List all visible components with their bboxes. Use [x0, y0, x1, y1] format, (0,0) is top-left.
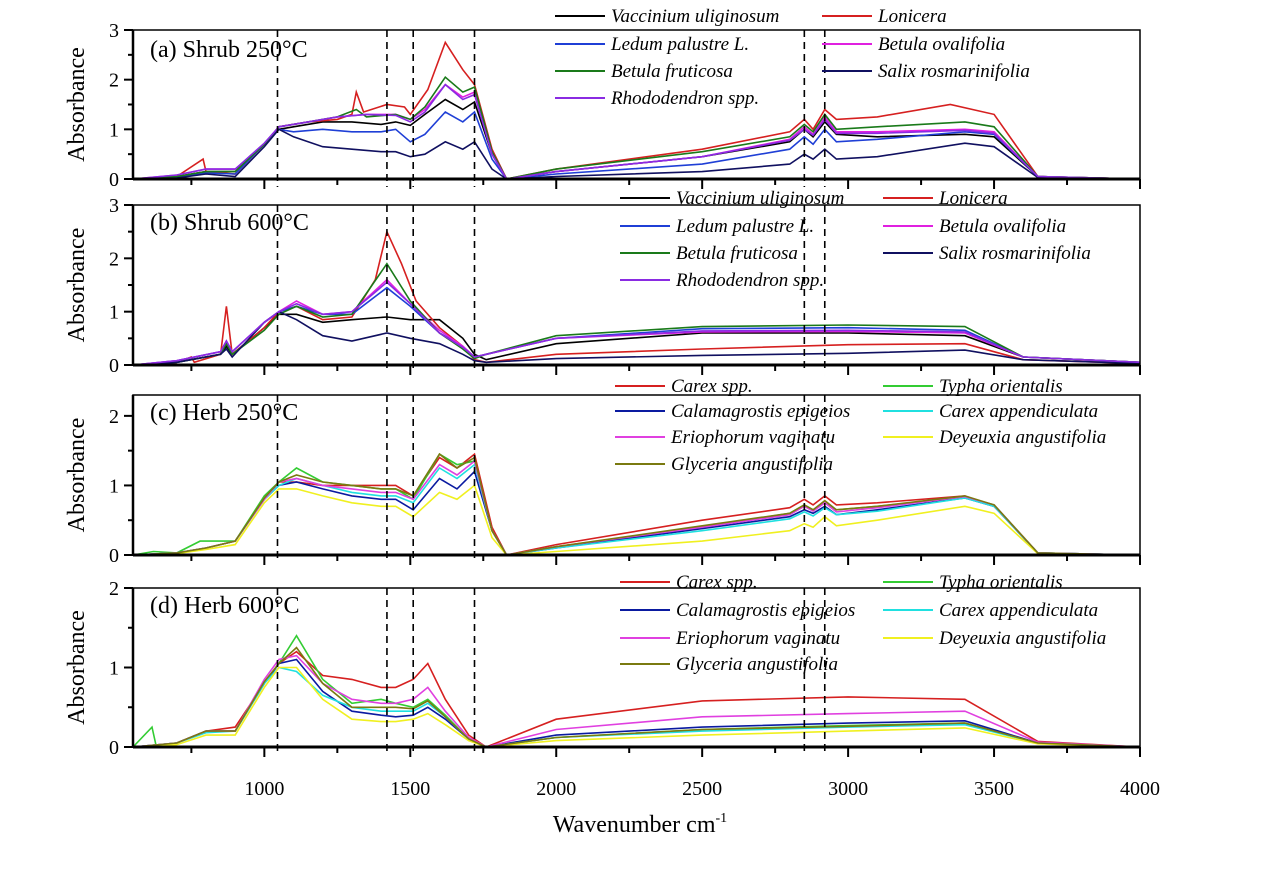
legend-label: Calamagrostis epigeios: [676, 600, 855, 621]
y-axis-label: Absorbance: [64, 47, 90, 162]
legend-label: Ledum palustre L.: [675, 216, 814, 237]
panel-title: (b) Shrub 600°C: [150, 210, 309, 236]
panel-b: 0 1 2 3 Absorbance (b) Shrub 600°C Vaccinium u…: [64, 188, 1141, 377]
legend-label: Rhododendron spp.: [675, 270, 824, 291]
series-line: [133, 666, 1140, 747]
x-tick-label: 1000: [244, 778, 284, 800]
x-axis-label-text: Wavenumber cm: [553, 812, 716, 838]
legend-label: Ledum palustre L.: [610, 34, 749, 55]
series-line: [133, 128, 1140, 179]
panel-title: (d) Herb 600°C: [150, 593, 300, 619]
panel-title: (c) Herb 250°C: [150, 400, 298, 426]
series-line: [133, 484, 1140, 555]
legend: Carex spp. Typha orientalis Calamagrostis …: [620, 572, 1106, 675]
legend-label: Carex appendiculata: [939, 600, 1098, 621]
legend-label: Typha orientalis: [939, 572, 1063, 593]
x-tick-label: 3500: [974, 778, 1014, 800]
y-tick-label: 2: [109, 70, 119, 92]
panel-c: 0 1 2 Absorbance (c) Herb 250°C Carex spp. Typ…: [64, 376, 1141, 567]
legend-label: Eriophorum vaginatu: [670, 427, 835, 448]
y-tick-label: 1: [109, 302, 119, 324]
legend-label: Rhododendron spp.: [610, 88, 759, 109]
legend-label: Glyceria angustifolia: [671, 454, 833, 475]
legend-label: Betula ovalifolia: [878, 34, 1005, 55]
legend-label: Salix rosmarinifolia: [939, 243, 1091, 264]
panel-title: (a) Shrub 250°C: [150, 37, 308, 63]
x-tick-label: 4000: [1120, 778, 1160, 800]
legend-label: Vaccinium uliginosum: [676, 188, 844, 209]
legend-label: Betula fruticosa: [676, 243, 798, 264]
legend-label: Carex spp.: [676, 572, 758, 593]
y-tick-label: 0: [109, 737, 119, 759]
legend-label: Deyeuxia angustifolia: [938, 427, 1106, 448]
legend-label: Eriophorum vaginatu: [675, 628, 840, 649]
y-tick-label: 2: [109, 406, 119, 428]
series-line: [133, 666, 1140, 747]
y-tick-label: 1: [109, 475, 119, 497]
panel-a: 0 1 2 3 Absorbance (a) Shrub 250°C Vaccinium u…: [64, 6, 1141, 191]
panel-d: 0 1 2 Absorbance (d) Herb 600°C Carex spp. Typ…: [64, 572, 1141, 759]
legend-label: Lonicera: [938, 188, 1008, 209]
legend-label: Carex spp.: [671, 376, 753, 397]
x-tick-label: 2000: [536, 778, 576, 800]
series-line: [133, 98, 1140, 179]
y-tick-label: 1: [109, 658, 119, 680]
legend-label: Vaccinium uliginosum: [611, 6, 779, 27]
legend-label: Glyceria angustifolia: [676, 654, 838, 675]
y-tick-label: 0: [109, 169, 119, 191]
series-line: [133, 278, 1140, 365]
legend-label: Salix rosmarinifolia: [878, 61, 1030, 82]
series-line: [133, 281, 1140, 365]
y-tick-label: 3: [109, 195, 119, 217]
x-tick-label: 1500: [390, 778, 430, 800]
legend: Carex spp. Typha orientalis Calamagrostis …: [615, 376, 1106, 475]
y-tick-label: 2: [109, 578, 119, 600]
series-line: [133, 463, 1140, 555]
series-line: [133, 310, 1140, 365]
series-line: [133, 262, 1140, 365]
y-axis-label: Absorbance: [64, 610, 90, 725]
y-tick-label: 0: [109, 355, 119, 377]
series-line: [133, 229, 1140, 365]
legend: Vaccinium uliginosum Lonicera Ledum palust…: [555, 6, 1030, 109]
legend-label: Typha orientalis: [939, 376, 1063, 397]
y-tick-label: 2: [109, 248, 119, 270]
legend-label: Carex appendiculata: [939, 401, 1098, 422]
x-axis-label: Wavenumber cm-1: [553, 811, 727, 838]
y-axis-label: Absorbance: [64, 418, 90, 533]
y-tick-label: 0: [109, 545, 119, 567]
series-line: [133, 459, 1140, 555]
legend-label: Betula fruticosa: [611, 61, 733, 82]
y-tick-label: 3: [109, 20, 119, 42]
legend: Vaccinium uliginosum Lonicera Ledum palust…: [620, 188, 1091, 291]
legend-label: Deyeuxia angustifolia: [938, 628, 1106, 649]
series-line: [133, 646, 1140, 747]
y-axis-label: Absorbance: [64, 228, 90, 343]
y-tick-label: 1: [109, 119, 119, 141]
legend-label: Betula ovalifolia: [939, 216, 1066, 237]
legend-label: Lonicera: [877, 6, 947, 27]
x-tick-label: 2500: [682, 778, 722, 800]
legend-label: Calamagrostis epigeios: [671, 401, 850, 422]
x-axis-label-superscript: -1: [716, 811, 728, 826]
x-tick-label: 3000: [828, 778, 868, 800]
